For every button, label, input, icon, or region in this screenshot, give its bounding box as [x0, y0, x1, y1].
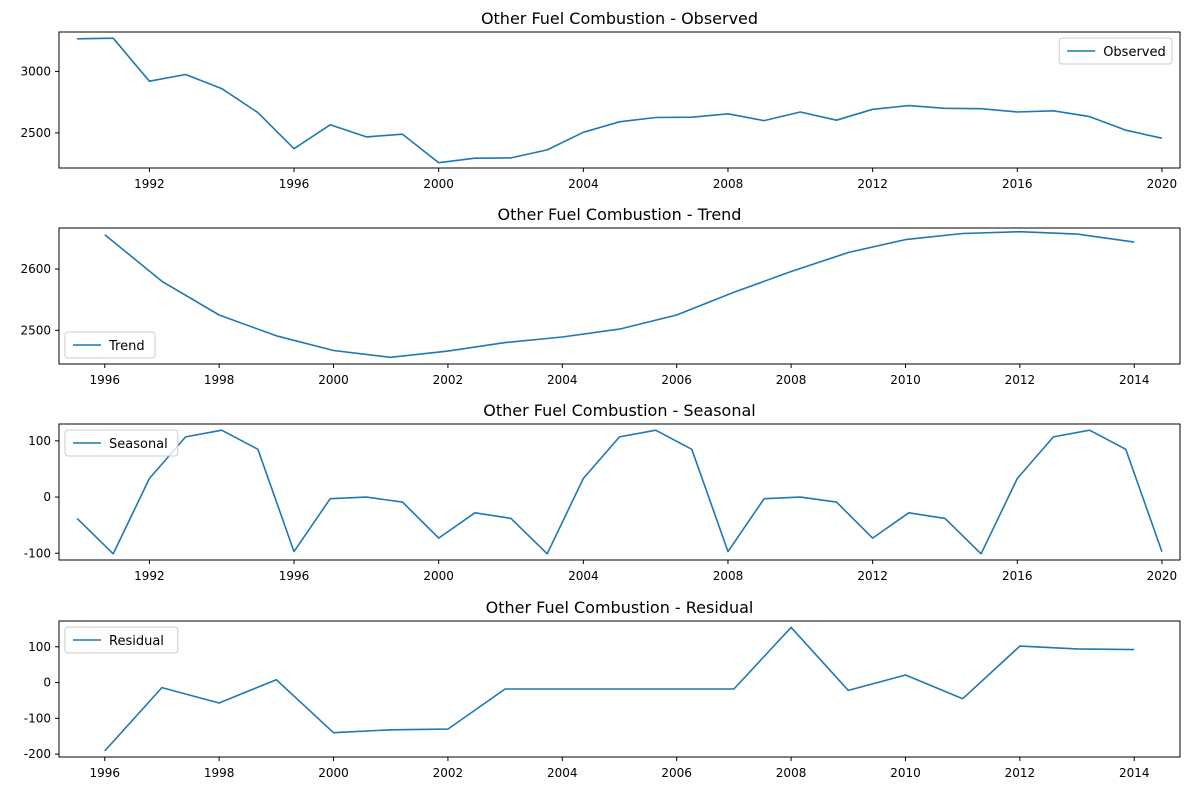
axes-frame: [58, 423, 1181, 561]
x-tick-label: 2006: [661, 766, 692, 780]
x-tick-label: 2010: [890, 373, 921, 387]
legend-residual: Residual: [64, 626, 179, 654]
y-tick-label: 2600: [20, 262, 51, 276]
legend-label: Residual: [109, 634, 164, 649]
y-tick-label: 2500: [20, 323, 51, 337]
legend-label: Trend: [108, 339, 145, 354]
legend-trend: Trend: [64, 331, 156, 359]
x-tick-label: 2000: [318, 373, 349, 387]
x-tick-label: 1998: [204, 766, 235, 780]
x-tick-label: 2000: [423, 569, 454, 583]
panel-title-residual: Other Fuel Combustion - Residual: [486, 598, 754, 617]
y-tick-label: -100: [24, 546, 51, 560]
axes-frame: [58, 620, 1181, 758]
x-tick-label: 2004: [547, 373, 578, 387]
x-tick-label: 2016: [1002, 569, 1033, 583]
x-tick-label: 2020: [1147, 569, 1178, 583]
x-tick-label: 1996: [89, 766, 120, 780]
x-tick-label: 1996: [279, 569, 310, 583]
x-tick-label: 1996: [279, 177, 310, 191]
x-tick-label: 2012: [1005, 766, 1036, 780]
legend-label: Seasonal: [109, 437, 168, 452]
legend-box: [1058, 37, 1173, 65]
x-tick-label: 2000: [423, 177, 454, 191]
x-tick-label: 2002: [433, 373, 464, 387]
legend-label: Observed: [1103, 45, 1166, 60]
series-line-seasonal: [76, 429, 1163, 555]
panel-title-seasonal: Other Fuel Combustion - Seasonal: [483, 401, 755, 420]
x-tick-label: 2008: [776, 766, 807, 780]
y-tick-label: 0: [43, 676, 51, 690]
axes-frame: [58, 227, 1181, 365]
panel-seasonal: Other Fuel Combustion - Seasonal 1992 1996…: [24, 401, 1181, 583]
axes-frame: [58, 31, 1181, 169]
x-tick-label: 2008: [713, 177, 744, 191]
panel-title-observed: Other Fuel Combustion - Observed: [481, 9, 758, 28]
panel-residual: Other Fuel Combustion - Residual 1996 1998…: [24, 598, 1181, 780]
series-line-trend: [104, 230, 1135, 359]
x-tick-label: 2012: [1005, 373, 1036, 387]
y-tick-label: 100: [28, 434, 51, 448]
x-tick-label: 2014: [1119, 373, 1150, 387]
y-tick-label: 100: [28, 640, 51, 654]
y-tick-label: 2500: [20, 126, 51, 140]
x-tick-label: 2010: [890, 766, 921, 780]
legend-box: [64, 626, 179, 654]
x-tick-label: 2014: [1119, 766, 1150, 780]
panel-title-trend: Other Fuel Combustion - Trend: [498, 205, 742, 224]
x-tick-label: 1998: [204, 373, 235, 387]
x-tick-label: 2006: [661, 373, 692, 387]
panel-observed: Other Fuel Combustion - Observed 1992 1996…: [20, 9, 1181, 191]
panel-trend: Other Fuel Combustion - Trend 1996 1998 200…: [20, 205, 1181, 387]
series-line-observed: [77, 37, 1163, 164]
x-tick-label: 2012: [857, 177, 888, 191]
x-tick-label: 2004: [547, 766, 578, 780]
y-tick-label: 3000: [20, 64, 51, 78]
legend-observed: Observed: [1058, 37, 1173, 65]
legend-box: [64, 331, 156, 359]
x-tick-label: 1992: [134, 569, 165, 583]
legend-seasonal: Seasonal: [64, 429, 179, 457]
x-tick-label: 2004: [568, 569, 599, 583]
legend-box: [64, 429, 179, 457]
y-tick-label: -200: [24, 747, 51, 761]
x-tick-label: 1992: [134, 177, 165, 191]
x-tick-label: 2012: [857, 569, 888, 583]
x-tick-label: 2000: [318, 766, 349, 780]
x-tick-label: 2002: [433, 766, 464, 780]
x-tick-label: 2008: [713, 569, 744, 583]
series-line-residual: [104, 626, 1135, 752]
y-tick-label: 0: [43, 490, 51, 504]
x-tick-label: 2008: [776, 373, 807, 387]
x-tick-label: 1996: [89, 373, 120, 387]
x-tick-label: 2004: [568, 177, 599, 191]
x-tick-label: 2020: [1147, 177, 1178, 191]
y-tick-label: -100: [24, 711, 51, 725]
x-tick-label: 2016: [1002, 177, 1033, 191]
